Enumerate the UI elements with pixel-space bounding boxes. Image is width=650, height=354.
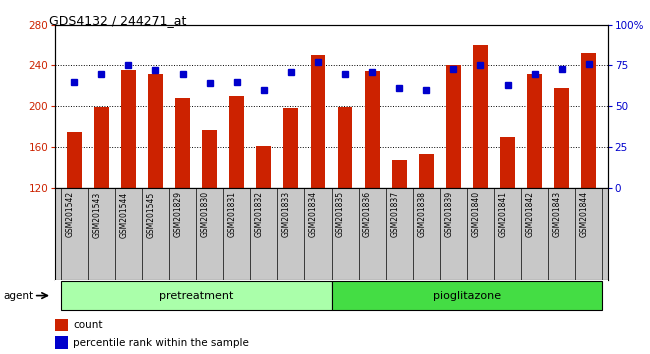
Bar [581,53,596,188]
Text: pioglitazone: pioglitazone [433,291,501,301]
Text: GSM201835: GSM201835 [336,191,345,238]
Text: count: count [73,320,103,330]
Bar [55,319,68,331]
Text: GSM201840: GSM201840 [471,191,480,238]
Text: GSM201543: GSM201543 [92,191,101,238]
Text: GSM201833: GSM201833 [282,191,291,238]
Bar [446,65,461,188]
Text: GSM201832: GSM201832 [255,191,264,237]
Text: GSM201542: GSM201542 [65,191,74,238]
Text: GSM201839: GSM201839 [445,191,454,238]
Text: GSM201841: GSM201841 [499,191,508,237]
Text: GSM201831: GSM201831 [227,191,237,237]
Bar [337,107,352,188]
Bar [311,55,326,188]
Text: GSM201545: GSM201545 [146,191,155,238]
Bar [392,160,407,188]
Bar [202,130,217,188]
Text: percentile rank within the sample: percentile rank within the sample [73,338,249,348]
Bar [67,132,82,188]
Bar [527,74,542,188]
Bar [55,336,68,349]
Bar [229,96,244,188]
Bar [175,98,190,188]
Bar [148,74,163,188]
Bar [60,281,332,310]
Bar [283,108,298,188]
Text: GSM201838: GSM201838 [417,191,426,237]
Bar [365,70,380,188]
Text: GSM201836: GSM201836 [363,191,372,238]
Bar [332,281,603,310]
Text: GSM201837: GSM201837 [390,191,399,238]
Bar [500,137,515,188]
Text: GSM201834: GSM201834 [309,191,318,238]
Bar [256,146,271,188]
Text: GSM201842: GSM201842 [526,191,534,237]
Bar [554,88,569,188]
Bar [419,154,434,188]
Text: GSM201830: GSM201830 [201,191,210,238]
Text: GDS4132 / 244271_at: GDS4132 / 244271_at [49,14,186,27]
Text: agent: agent [3,291,33,301]
Text: GSM201544: GSM201544 [120,191,129,238]
Bar [121,69,136,188]
Bar [94,107,109,188]
Text: pretreatment: pretreatment [159,291,233,301]
Text: GSM201829: GSM201829 [174,191,183,237]
Text: GSM201844: GSM201844 [580,191,589,238]
Text: GSM201843: GSM201843 [552,191,562,238]
Bar [473,45,488,188]
